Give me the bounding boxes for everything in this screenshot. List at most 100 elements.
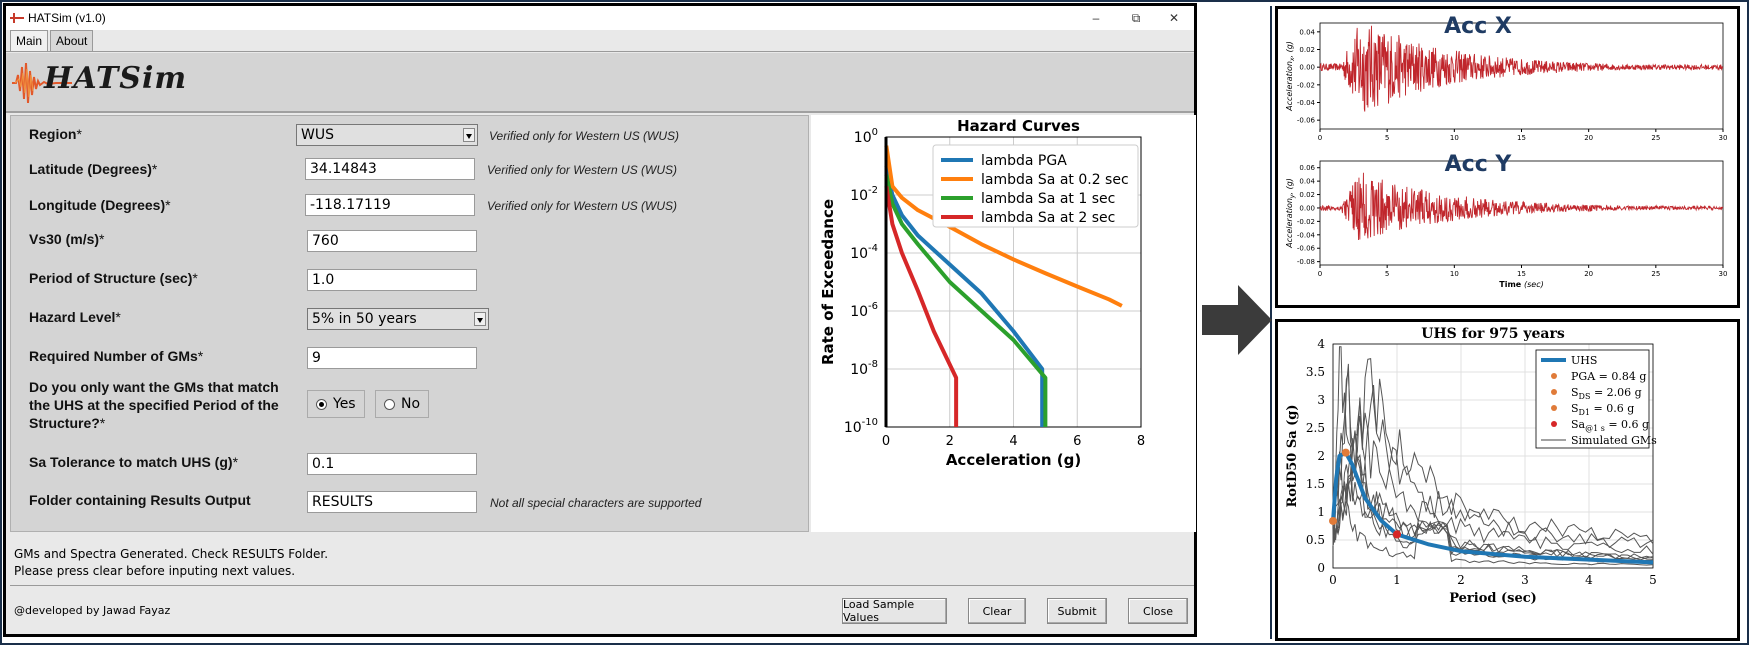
vs30-label: Vs30 (m/s) bbox=[29, 231, 100, 247]
num-gms-input[interactable]: 9 bbox=[307, 347, 477, 369]
acc-panel-title: Acc X bbox=[1444, 14, 1512, 39]
x-tick-label: 25 bbox=[1651, 134, 1660, 142]
region-value: WUS bbox=[301, 127, 334, 143]
y-tick-label: 100 bbox=[854, 127, 878, 146]
status-line-1: GMs and Spectra Generated. Check RESULTS… bbox=[14, 547, 329, 561]
legend-swatch bbox=[1551, 389, 1557, 395]
y-tick-label: 2.5 bbox=[1306, 421, 1325, 435]
legend-label: lambda Sa at 2 sec bbox=[981, 210, 1115, 226]
y-tick-label: 0.02 bbox=[1299, 46, 1315, 54]
num-gms-row: Required Number of GMs* 9 bbox=[11, 343, 808, 373]
hazard-chart-panel: Hazard Curves 0 2 4 6 8 100 10-2 10-4 10-6 10-8 10-… bbox=[811, 115, 1196, 532]
region-select[interactable]: WUS bbox=[296, 124, 478, 146]
x-tick-label: 10 bbox=[1450, 270, 1459, 278]
y-axis-label: RotD50 Sa (g) bbox=[1285, 404, 1300, 507]
required-star: * bbox=[115, 309, 121, 325]
radio-selected-icon bbox=[316, 398, 327, 410]
hazard-value: 5% in 50 years bbox=[312, 311, 417, 327]
x-tick-label: 3 bbox=[1521, 573, 1529, 587]
x-tick-label: 25 bbox=[1651, 270, 1660, 278]
submit-button[interactable]: Submit bbox=[1047, 598, 1107, 624]
input-form: Region* WUS Verified only for Western US… bbox=[10, 115, 809, 532]
legend-label: UHS bbox=[1571, 354, 1597, 367]
load-sample-values-button[interactable]: Load Sample Values bbox=[842, 598, 947, 624]
latitude-input[interactable]: 34.14843 bbox=[305, 158, 475, 180]
folder-note: Not all special characters are supported bbox=[490, 496, 702, 510]
plot-frame bbox=[1332, 343, 1654, 569]
x-tick-label: 20 bbox=[1584, 134, 1593, 142]
x-tick-label: 6 bbox=[1073, 434, 1081, 449]
tab-main[interactable]: Main bbox=[10, 30, 49, 51]
y-tick-label: 1.5 bbox=[1306, 477, 1325, 491]
status-line-2: Please press clear before inputing next … bbox=[14, 564, 296, 578]
yes-radio[interactable]: Yes bbox=[307, 390, 365, 418]
y-tick-label: -0.06 bbox=[1297, 245, 1316, 253]
required-star: * bbox=[99, 415, 106, 431]
required-star: * bbox=[192, 270, 198, 286]
region-row: Region* WUS Verified only for Western US… bbox=[11, 122, 808, 152]
series-line-1 bbox=[884, 145, 1123, 308]
series-line-3 bbox=[884, 185, 959, 427]
y-tick-label: 10-4 bbox=[850, 243, 878, 262]
x-tick-label: 4 bbox=[1009, 434, 1017, 449]
dropdown-arrow-icon[interactable] bbox=[463, 128, 475, 142]
no-radio[interactable]: No bbox=[375, 390, 430, 418]
hazard-curves-chart: Hazard Curves 0 2 4 6 8 100 10-2 10-4 10-6 10-8 10-… bbox=[819, 117, 1145, 469]
y-tick-label: 0.04 bbox=[1299, 28, 1315, 36]
x-tick-label: 30 bbox=[1719, 134, 1728, 142]
y-tick-label: 10-8 bbox=[850, 359, 878, 378]
num-gms-label: Required Number of GMs bbox=[29, 348, 198, 364]
folder-row: Folder containing Results Output RESULTS… bbox=[11, 487, 808, 517]
legend-label: lambda Sa at 1 sec bbox=[981, 191, 1115, 207]
vs30-input[interactable]: 760 bbox=[307, 230, 477, 252]
folder-input[interactable]: RESULTS bbox=[307, 491, 477, 513]
dropdown-arrow-icon[interactable] bbox=[474, 312, 486, 326]
status-area: GMs and Spectra Generated. Check RESULTS… bbox=[10, 536, 1194, 586]
vs30-row: Vs30 (m/s)* 760 bbox=[11, 226, 808, 256]
required-star: * bbox=[165, 197, 171, 213]
sa-tol-row: Sa Tolerance to match UHS (g)* 0.1 bbox=[11, 449, 808, 479]
hazard-row: Hazard Level* 5% in 50 years bbox=[11, 304, 808, 334]
acceleration-trace bbox=[1319, 25, 1724, 112]
uhs-point bbox=[1329, 516, 1337, 525]
uhs-panel: UHS for 975 years 0 1 2 3 4 5 0 0.5 1 1.5 2 2.5 3 3.5 4… bbox=[1275, 319, 1740, 641]
close-button[interactable]: Close bbox=[1128, 598, 1188, 624]
x-tick-label: 2 bbox=[1457, 573, 1465, 587]
tab-about[interactable]: About bbox=[50, 30, 94, 51]
x-tick-label: 30 bbox=[1719, 270, 1728, 278]
folder-label: Folder containing Results Output bbox=[29, 492, 251, 508]
legend-label: SDS = 2.06 g bbox=[1571, 386, 1642, 401]
required-star: * bbox=[151, 161, 158, 177]
radio-unselected-icon bbox=[384, 398, 395, 410]
hazard-select[interactable]: 5% in 50 years bbox=[307, 308, 489, 330]
required-star: * bbox=[197, 348, 204, 364]
chart-title: Hazard Curves bbox=[957, 117, 1080, 135]
uhs-line bbox=[1331, 450, 1654, 565]
clear-button[interactable]: Clear bbox=[968, 598, 1026, 624]
maximize-button[interactable]: ⧉ bbox=[1131, 10, 1141, 25]
y-tick-label: 0.00 bbox=[1299, 64, 1315, 72]
y-axis-label: Accelerationx, (g) bbox=[1285, 41, 1296, 112]
legend-swatch bbox=[1551, 373, 1557, 379]
x-tick-label: 0 bbox=[1318, 270, 1322, 278]
y-tick-label: 3.5 bbox=[1306, 365, 1325, 379]
series-line-2 bbox=[884, 174, 1048, 427]
logo-text: HATSim bbox=[44, 61, 188, 96]
x-tick-label: 0 bbox=[1329, 573, 1337, 587]
period-input[interactable]: 1.0 bbox=[307, 269, 477, 291]
x-tick-label: 4 bbox=[1585, 573, 1593, 587]
acc-panel-title: Acc Y bbox=[1445, 152, 1513, 177]
sa-tol-input[interactable]: 0.1 bbox=[307, 453, 477, 475]
required-star: * bbox=[99, 231, 105, 247]
close-window-button[interactable]: ✕ bbox=[1168, 11, 1180, 25]
longitude-row: Longitude (Degrees)* -118.17119 Verified… bbox=[11, 192, 808, 222]
longitude-input[interactable]: -118.17119 bbox=[305, 194, 475, 216]
minimize-button[interactable]: – bbox=[1092, 11, 1100, 25]
y-tick-label: 10-6 bbox=[850, 301, 878, 320]
y-tick-label: 10-10 bbox=[844, 417, 878, 436]
required-star: * bbox=[232, 454, 239, 470]
yes-label: Yes bbox=[333, 396, 356, 412]
y-tick-label: 3 bbox=[1317, 393, 1325, 407]
match-uhs-row: Do you only want the GMs that match the … bbox=[11, 378, 808, 438]
